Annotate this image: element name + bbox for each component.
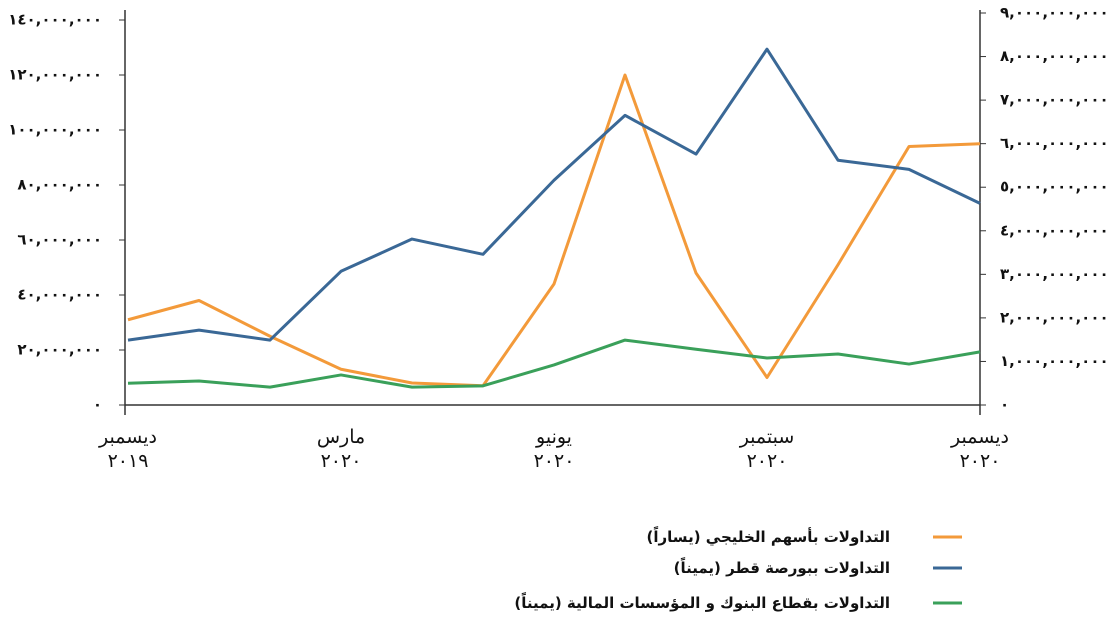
y2-tick-label: ٢,٠٠٠,٠٠٠,٠٠٠ <box>1000 308 1109 326</box>
x-tick-label: ديسمبر ٢٠١٩ <box>99 426 157 472</box>
x-tick-label: ديسمبر ٢٠٢٠ <box>951 426 1009 472</box>
y-tick-label: ١٤٠,٠٠٠,٠٠٠ <box>8 11 102 29</box>
y2-tick-label: ١,٠٠٠,٠٠٠,٠٠٠ <box>1000 352 1109 370</box>
y2-tick-label: ٨,٠٠٠,٠٠٠,٠٠٠ <box>1000 47 1109 65</box>
y-tick-label: ٢٠,٠٠٠,٠٠٠ <box>17 341 102 359</box>
data-line <box>127 338 981 389</box>
y2-tick-label: ٣,٠٠٠,٠٠٠,٠٠٠ <box>1000 265 1109 283</box>
x-tick-label: مارس ٢٠٢٠ <box>316 426 366 472</box>
legend-label: التداولات بقطاع البنوك و المؤسسات المالي… <box>514 594 890 612</box>
y2-tick-label: ٦,٠٠٠,٠٠٠,٠٠٠ <box>1000 134 1109 152</box>
y2-tick-label: ٧,٠٠٠,٠٠٠,٠٠٠ <box>1000 91 1109 109</box>
y-tick-label: ٦٠,٠٠٠,٠٠٠ <box>17 231 102 249</box>
y-tick-label: ٤٠,٠٠٠,٠٠٠ <box>17 286 102 304</box>
data-line <box>127 73 981 388</box>
x-tick-label: يونيو ٢٠٢٠ <box>533 426 575 472</box>
y-tick-label: ٨٠,٠٠٠,٠٠٠ <box>17 176 102 194</box>
y-tick-label: ١٢٠,٠٠٠,٠٠٠ <box>8 66 102 84</box>
data-line <box>127 47 981 342</box>
y2-tick-label: ٥,٠٠٠,٠٠٠,٠٠٠ <box>1000 178 1109 196</box>
y2-tick-label: ٠ <box>1000 396 1009 414</box>
legend-label: التداولات بأسهم الخليجي (يساراً) <box>646 528 890 546</box>
y2-tick-label: ٩,٠٠٠,٠٠٠,٠٠٠ <box>1000 4 1109 22</box>
y-tick-label: ١٠٠,٠٠٠,٠٠٠ <box>8 121 102 139</box>
y2-tick-label: ٤,٠٠٠,٠٠٠,٠٠٠ <box>1000 221 1109 239</box>
legend-label: التداولات ببورصة قطر (يميناً) <box>673 559 890 577</box>
x-tick-label: سبتمبر ٢٠٢٠ <box>739 426 795 472</box>
y-tick-label: ٠ <box>93 396 102 414</box>
